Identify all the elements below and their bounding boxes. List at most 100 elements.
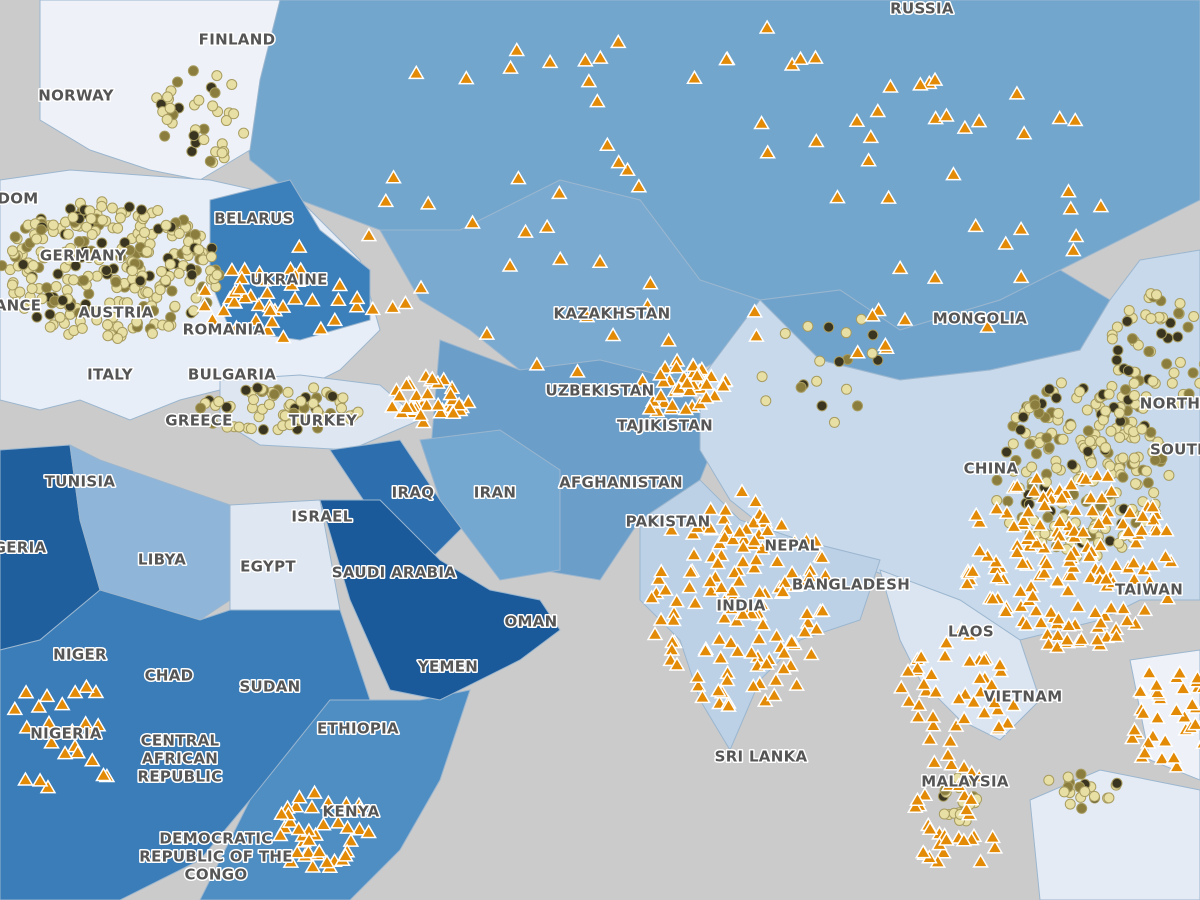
marker-triangle	[630, 178, 648, 193]
marker-triangle	[967, 506, 985, 521]
marker-triangle	[935, 844, 952, 859]
marker-circle	[54, 311, 66, 323]
marker-triangle	[775, 660, 793, 675]
marker-triangle	[39, 779, 57, 794]
marker-triangle	[921, 730, 939, 746]
marker-triangle	[1120, 523, 1137, 538]
marker-circle	[1065, 420, 1077, 432]
marker-circle	[238, 127, 250, 139]
marker-circle	[78, 274, 90, 286]
marker-triangle	[1099, 468, 1117, 483]
marker-triangle	[460, 393, 477, 409]
marker-triangle	[1082, 489, 1100, 504]
marker-circle	[57, 294, 69, 306]
marker-circle	[211, 269, 223, 281]
country-label: REPUBLIC OF THE	[139, 848, 293, 866]
marker-triangle	[591, 253, 609, 269]
marker-triangle	[287, 267, 304, 282]
marker-triangle	[1133, 522, 1150, 537]
marker-circle	[81, 221, 93, 233]
marker-circle	[1123, 304, 1135, 316]
marker-triangle	[1049, 536, 1067, 551]
marker-triangle	[975, 651, 993, 667]
marker-triangle	[849, 344, 866, 359]
marker-triangle	[1158, 522, 1175, 537]
marker-triangle	[712, 649, 729, 664]
marker-circle	[1188, 310, 1200, 322]
marker-circle	[814, 355, 826, 367]
marker-triangle	[813, 549, 831, 564]
country-label: PAKISTAN	[626, 513, 711, 531]
marker-triangle	[972, 853, 989, 868]
marker-triangle	[678, 374, 696, 390]
marker-triangle	[250, 296, 268, 312]
marker-triangle	[701, 573, 719, 588]
country-label: CHINA	[964, 460, 1019, 478]
marker-triangle	[290, 821, 308, 836]
marker-triangle	[746, 303, 763, 318]
marker-triangle	[710, 682, 727, 697]
marker-triangle	[950, 690, 968, 705]
country-label: SUDAN	[239, 678, 300, 696]
marker-triangle	[1102, 599, 1120, 614]
marker-triangle	[958, 801, 975, 816]
marker-triangle	[1171, 664, 1189, 679]
marker-triangle	[1086, 604, 1104, 619]
marker-triangle	[719, 672, 736, 687]
marker-triangle	[964, 563, 982, 578]
marker-triangle	[1153, 750, 1171, 765]
marker-circle	[96, 237, 108, 249]
marker-triangle	[938, 634, 955, 649]
marker-circle	[124, 244, 136, 256]
marker-triangle	[1008, 544, 1026, 559]
marker-triangle	[589, 93, 606, 108]
marker-triangle	[906, 798, 924, 814]
country-label: MONGOLIA	[933, 310, 1028, 328]
marker-circle	[1105, 425, 1117, 437]
marker-triangle	[348, 298, 366, 313]
marker-circle	[169, 300, 181, 312]
marker-circle	[1130, 478, 1142, 490]
marker-triangle	[976, 704, 993, 719]
marker-circle	[17, 259, 29, 271]
marker-triangle	[698, 375, 715, 391]
marker-circle	[198, 134, 210, 146]
marker-circle	[1064, 798, 1076, 810]
marker-triangle	[962, 791, 980, 806]
marker-triangle	[398, 399, 415, 414]
marker-triangle	[798, 531, 815, 547]
marker-triangle	[1032, 614, 1050, 629]
marker-triangle	[792, 50, 809, 65]
marker-triangle	[896, 311, 914, 326]
marker-triangle	[677, 401, 695, 416]
marker-triangle	[1051, 109, 1069, 125]
marker-triangle	[407, 64, 425, 80]
marker-triangle	[577, 52, 594, 67]
marker-circle	[205, 251, 217, 263]
marker-triangle	[419, 195, 437, 210]
marker-triangle	[619, 161, 636, 177]
country-label: BELARUS	[214, 210, 293, 228]
marker-triangle	[1015, 512, 1033, 527]
marker-circle	[189, 229, 201, 241]
marker-triangle	[697, 642, 714, 657]
marker-triangle	[915, 676, 933, 691]
marker-triangle	[517, 223, 534, 238]
marker-triangle	[17, 684, 35, 699]
marker-triangle	[681, 579, 698, 594]
country-label: CHAD	[145, 667, 194, 685]
marker-circle	[6, 279, 18, 291]
marker-circle	[756, 371, 768, 383]
country-label: AFRICAN	[142, 750, 218, 768]
marker-triangle	[286, 290, 304, 305]
marker-triangle	[733, 483, 751, 498]
marker-circle	[248, 394, 260, 406]
marker-triangle	[259, 284, 276, 299]
marker-triangle	[768, 553, 786, 568]
marker-circle	[795, 381, 807, 393]
marker-circle	[1052, 407, 1064, 419]
marker-circle	[344, 413, 356, 425]
marker-triangle	[758, 19, 776, 34]
marker-circle	[251, 382, 263, 394]
